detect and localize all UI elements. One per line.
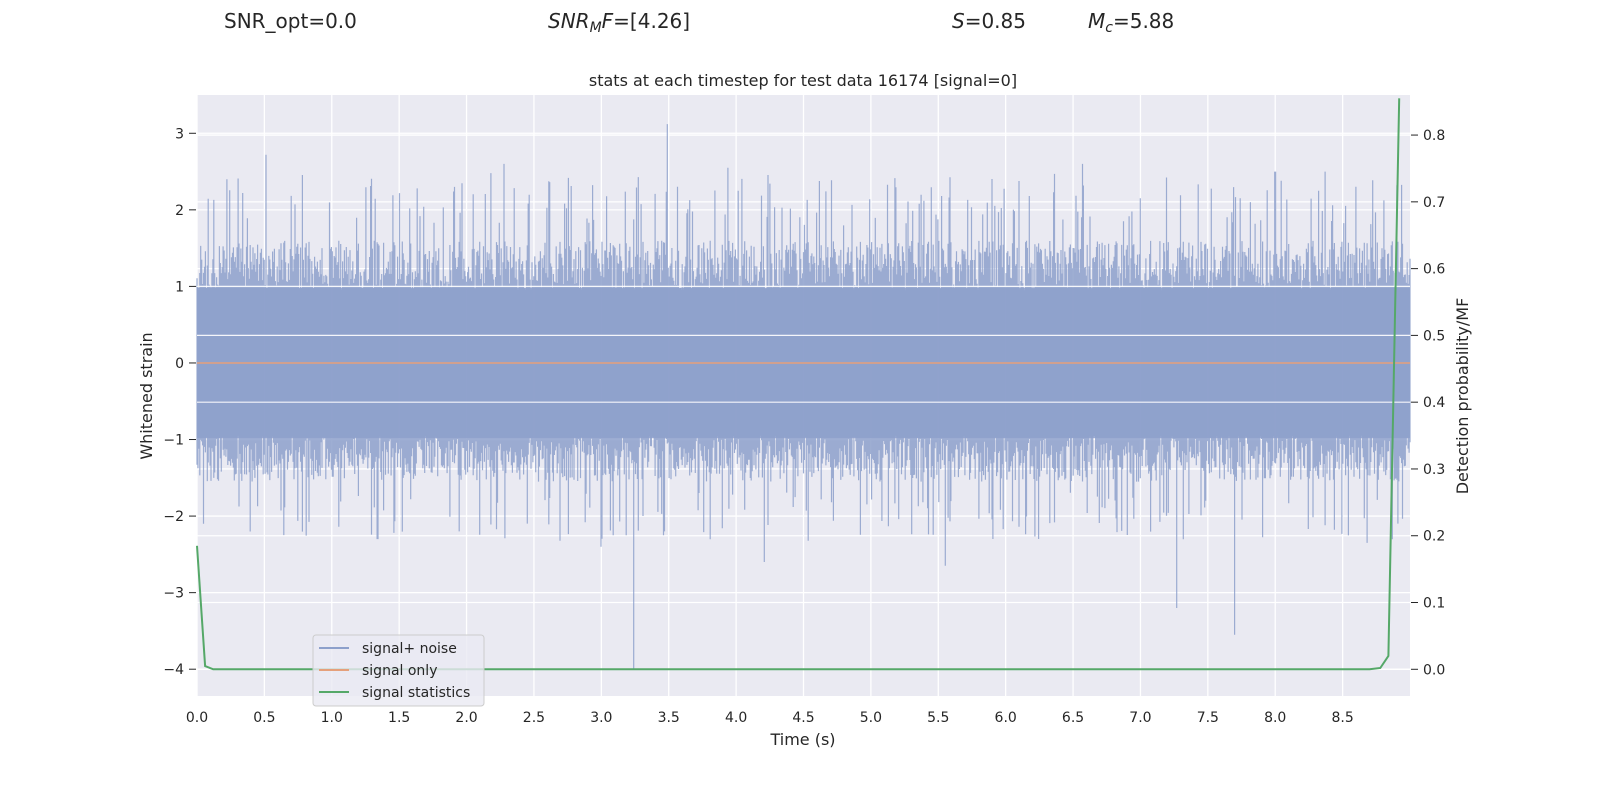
y2-axis-label: Detection probability/MF [1453, 298, 1472, 495]
x-tick-label: 4.0 [725, 710, 747, 726]
chart-title: stats at each timestep for test data 161… [589, 71, 1017, 90]
x-tick-label: 6.0 [995, 710, 1017, 726]
y-tick-label: 1 [175, 279, 184, 295]
header-mc: Mc=5.88 [1088, 9, 1174, 36]
x-tick-label: 4.5 [792, 710, 814, 726]
x-tick-label: 7.5 [1197, 710, 1219, 726]
y-tick-label: 2 [175, 203, 184, 219]
x-tick-label: 3.0 [590, 710, 612, 726]
legend-label: signal statistics [362, 685, 470, 701]
y2-tick-label: 0.4 [1423, 395, 1445, 411]
mc-sub: c [1105, 20, 1113, 36]
x-tick-label: 5.5 [927, 710, 949, 726]
x-tick-label: 1.0 [321, 710, 343, 726]
x-tick-label: 2.0 [455, 710, 477, 726]
y2-tick-label: 0.1 [1423, 596, 1445, 612]
x-tick-label: 8.5 [1331, 710, 1353, 726]
legend-label: signal only [362, 663, 437, 679]
y2-tick-label: 0.7 [1423, 195, 1445, 211]
mc-label: M [1088, 9, 1106, 33]
x-tick-label: 0.0 [186, 710, 208, 726]
y2-tick-label: 0.3 [1423, 462, 1445, 478]
y-tick-label: −3 [163, 586, 184, 602]
y-tick-label: −2 [163, 509, 184, 525]
y2-tick-label: 0.0 [1423, 662, 1445, 678]
legend-box [312, 634, 485, 707]
y2-tick-label: 0.2 [1423, 529, 1445, 545]
y-tick-label: −4 [163, 662, 184, 678]
x-tick-label: 7.0 [1129, 710, 1151, 726]
y-tick-label: −1 [163, 433, 184, 449]
x-tick-label: 5.0 [860, 710, 882, 726]
x-tick-label: 1.5 [388, 710, 410, 726]
y-axis-label: Whitened strain [137, 332, 156, 459]
x-tick-label: 0.5 [253, 710, 275, 726]
header-snr-mf: SNRMF=[4.26] [548, 9, 690, 36]
y2-tick-label: 0.5 [1423, 328, 1445, 344]
series-signal-statistics [196, 98, 1401, 671]
y-tick-label: 0 [175, 356, 184, 372]
legend-label: signal+ noise [362, 641, 457, 657]
x-tick-label: 2.5 [523, 710, 545, 726]
mc-value: =5.88 [1112, 9, 1175, 33]
snr-mf-sub: M [589, 20, 602, 36]
y2-tick-label: 0.6 [1423, 262, 1445, 278]
x-tick-label: 6.5 [1062, 710, 1084, 726]
y-tick-label: 3 [175, 126, 184, 142]
s-value: =0.85 [964, 9, 1026, 33]
snr-opt-text: SNR_opt=0.0 [224, 9, 357, 33]
snr-mf-value: =[4.26] [613, 9, 691, 33]
snr-mf-prefix: SNR [548, 9, 590, 33]
s-label: S [952, 9, 965, 33]
header-snr-opt: SNR_opt=0.0 [224, 9, 357, 33]
y2-tick-label: 0.8 [1423, 128, 1445, 144]
snr-mf-f: F [601, 9, 614, 33]
plot-area: 0.0 0.5 1.0 1.5 2.0 2.5 3.0 3.5 4.0 4.5 5.0 5.5 6.0 6… [163, 95, 1445, 726]
header-s: S=0.85 [952, 9, 1026, 33]
x-tick-label: 8.0 [1264, 710, 1286, 726]
x-tick-label: 3.5 [658, 710, 680, 726]
x-axis-label: Time (s) [769, 730, 835, 749]
